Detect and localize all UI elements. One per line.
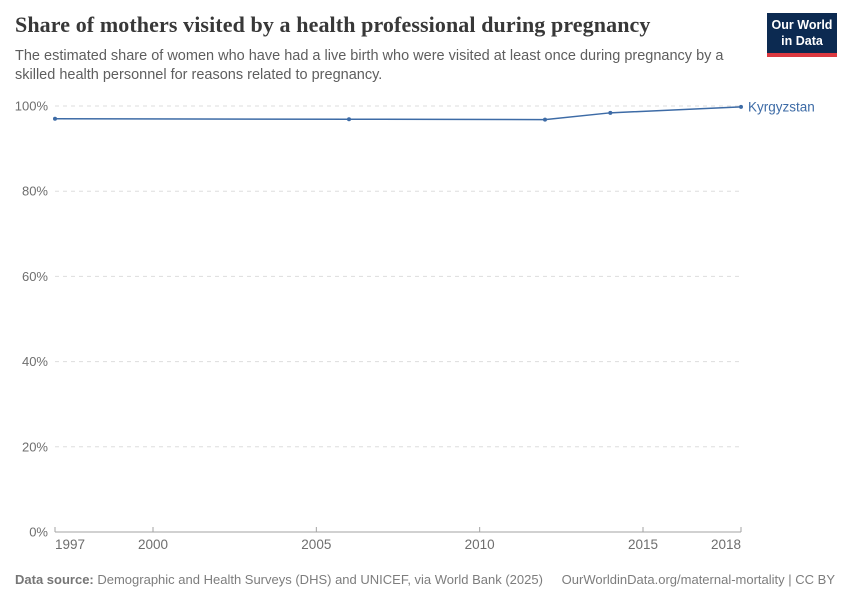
data-point[interactable] bbox=[608, 110, 613, 115]
y-axis-tick-label: 60% bbox=[22, 269, 48, 284]
data-point[interactable] bbox=[543, 117, 547, 122]
data-point[interactable] bbox=[347, 117, 351, 122]
chart-header: Share of mothers visited by a health pro… bbox=[15, 12, 765, 84]
x-axis-tick-label: 2005 bbox=[301, 537, 331, 552]
credit-link[interactable]: OurWorldinData.org/maternal-mortality | … bbox=[561, 572, 835, 587]
data-source-note: Data source: Demographic and Health Surv… bbox=[15, 572, 543, 587]
y-axis-tick-label: 100% bbox=[15, 99, 49, 114]
data-source-text: Demographic and Health Surveys (DHS) and… bbox=[93, 572, 543, 587]
data-point[interactable] bbox=[739, 104, 743, 109]
series-label[interactable]: Kyrgyzstan bbox=[748, 99, 815, 114]
data-source-label: Data source: bbox=[15, 572, 94, 587]
y-axis-tick-label: 40% bbox=[22, 354, 48, 369]
chart-subtitle: The estimated share of women who have ha… bbox=[15, 48, 724, 83]
page-title: Share of mothers visited by a health pro… bbox=[15, 12, 651, 37]
line-chart: 0% 20% 40% 60% 80% 100% 1997 2000 2005 2010 2015 20… bbox=[15, 99, 815, 553]
x-axis-tick-label: 2018 bbox=[711, 537, 741, 552]
owid-logo-line1: Our World bbox=[771, 18, 833, 32]
x-axis-tick-label: 2015 bbox=[628, 537, 658, 552]
owid-logo: Our World in Data bbox=[767, 13, 837, 58]
owid-logo-line2: in Data bbox=[781, 33, 823, 48]
y-axis-tick-label: 0% bbox=[29, 525, 48, 540]
x-axis-tick-label: 2000 bbox=[138, 537, 168, 552]
chart-area: 0% 20% 40% 60% 80% 100% 1997 2000 2005 2010 2015 20… bbox=[0, 95, 850, 560]
y-axis-tick-label: 20% bbox=[22, 439, 48, 454]
chart-footer: Data source: Demographic and Health Surv… bbox=[15, 572, 835, 587]
x-axis-tick-label: 1997 bbox=[55, 537, 85, 552]
data-line bbox=[54, 106, 742, 121]
data-point[interactable] bbox=[53, 116, 57, 121]
x-axis-tick-label: 2010 bbox=[465, 537, 495, 552]
y-axis-tick-label: 80% bbox=[22, 184, 48, 199]
